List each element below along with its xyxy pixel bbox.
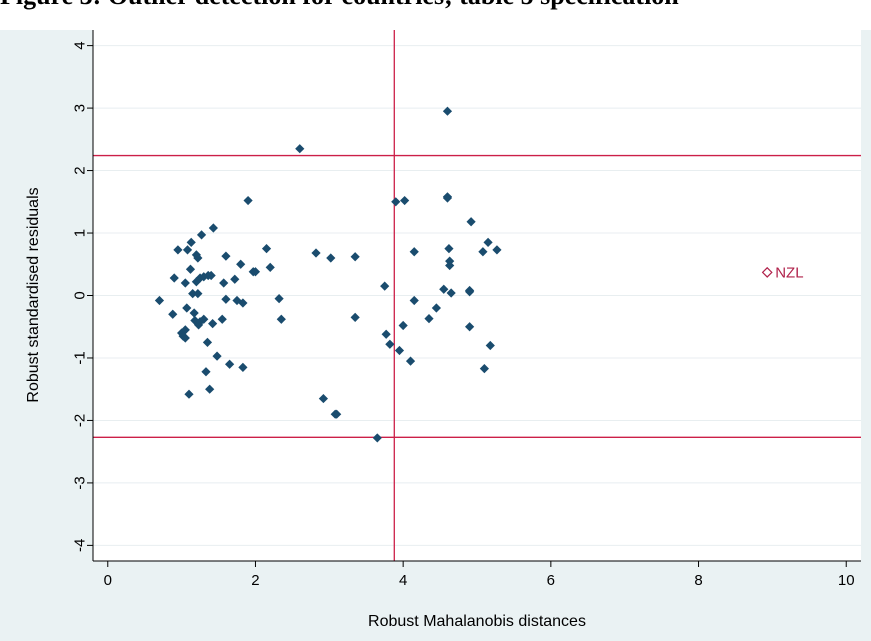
data-point <box>276 314 286 324</box>
data-point <box>274 294 284 304</box>
data-point <box>424 314 434 324</box>
annotations: NZL <box>775 265 803 282</box>
data-point <box>405 356 416 366</box>
data-point <box>465 285 475 296</box>
scatter-chart: -4 -3 -2 -1 0 1 2 3 4 0 2 4 6 8 10 NZL Robust Mahalano… <box>25 30 861 630</box>
data-point <box>195 273 205 283</box>
data-point <box>385 339 395 349</box>
data-point <box>409 247 419 257</box>
y-tick-label: 3 <box>71 104 88 112</box>
data-point <box>465 322 475 332</box>
data-point <box>182 245 193 255</box>
data-point <box>442 106 453 116</box>
data-point <box>492 245 502 255</box>
data-point <box>184 389 194 399</box>
data-point <box>205 384 215 394</box>
data-point <box>485 340 495 351</box>
x-tick-label: 0 <box>104 572 112 589</box>
data-points <box>154 106 773 443</box>
data-point <box>212 351 222 361</box>
y-tick-label: 4 <box>71 41 88 49</box>
data-point <box>400 195 410 206</box>
data-point <box>444 244 454 254</box>
data-point <box>431 303 441 313</box>
data-point <box>186 237 196 247</box>
data-point <box>199 314 209 324</box>
data-point <box>295 144 305 154</box>
data-point <box>318 393 328 404</box>
data-point <box>169 273 179 283</box>
data-point <box>195 317 205 327</box>
reference-lines <box>93 30 861 561</box>
x-axis-title: Robust Mahalanobis distances <box>368 613 586 630</box>
x-tick-label: 2 <box>251 572 259 589</box>
data-point <box>208 223 218 233</box>
data-point <box>311 248 321 258</box>
data-point <box>381 329 391 339</box>
y-tick-label: 0 <box>71 291 88 299</box>
data-point <box>391 197 401 207</box>
data-point <box>202 337 213 347</box>
data-point <box>221 294 231 304</box>
x-tick-label: 6 <box>547 572 555 589</box>
data-point <box>180 325 190 335</box>
grid-lines <box>93 45 861 546</box>
point-label: NZL <box>775 265 803 282</box>
data-point <box>182 303 192 313</box>
data-point <box>446 288 456 298</box>
figure-caption-strip: Figure 3: Outlier detection for countrie… <box>0 0 871 30</box>
data-point <box>190 315 200 326</box>
data-point <box>168 309 178 319</box>
data-point <box>238 298 248 308</box>
data-point <box>483 237 493 247</box>
data-point <box>332 409 342 419</box>
data-point <box>180 333 190 343</box>
data-point <box>479 363 489 374</box>
data-point <box>217 314 227 324</box>
data-point <box>173 245 183 255</box>
data-point <box>193 289 203 299</box>
data-point <box>250 267 261 277</box>
data-point <box>201 367 211 377</box>
y-tick-label: -1 <box>71 351 88 364</box>
data-point <box>442 193 453 203</box>
x-tick-label: 10 <box>838 572 855 589</box>
data-point <box>478 247 488 257</box>
y-tick-label: -3 <box>71 476 88 489</box>
data-point <box>439 284 449 294</box>
outlier-point <box>761 266 773 278</box>
data-point <box>394 345 405 356</box>
data-point <box>265 262 275 272</box>
y-tick-label: 1 <box>71 229 88 237</box>
x-tick-label: 4 <box>399 572 407 589</box>
data-point <box>206 270 216 281</box>
data-point <box>208 319 218 329</box>
data-point <box>188 289 198 299</box>
data-point <box>194 320 204 330</box>
y-tick-label: 2 <box>71 166 88 174</box>
x-tick-label: 8 <box>694 572 702 589</box>
y-axis-title: Robust standardised residuals <box>25 187 42 402</box>
data-point <box>398 320 408 331</box>
data-point <box>466 217 476 227</box>
figure-caption: Figure 3: Outlier detection for countrie… <box>0 0 679 11</box>
y-tick-label: -2 <box>71 414 88 427</box>
data-point <box>236 259 246 269</box>
data-point <box>243 195 253 206</box>
data-point <box>154 295 165 306</box>
data-point <box>225 359 235 369</box>
axes: -4 -3 -2 -1 0 1 2 3 4 0 2 4 6 8 10 <box>71 30 861 589</box>
data-point <box>372 433 382 443</box>
data-point <box>350 312 360 322</box>
data-point <box>261 244 272 254</box>
data-point <box>326 253 336 263</box>
y-tick-label: -4 <box>71 539 88 552</box>
data-point <box>196 230 207 240</box>
data-point <box>232 295 242 306</box>
data-point <box>409 295 419 306</box>
data-point <box>380 281 390 291</box>
data-point <box>238 362 248 372</box>
data-point <box>189 308 199 318</box>
figure-panel: -4 -3 -2 -1 0 1 2 3 4 0 2 4 6 8 10 NZL Robust Mahalano… <box>0 30 871 641</box>
